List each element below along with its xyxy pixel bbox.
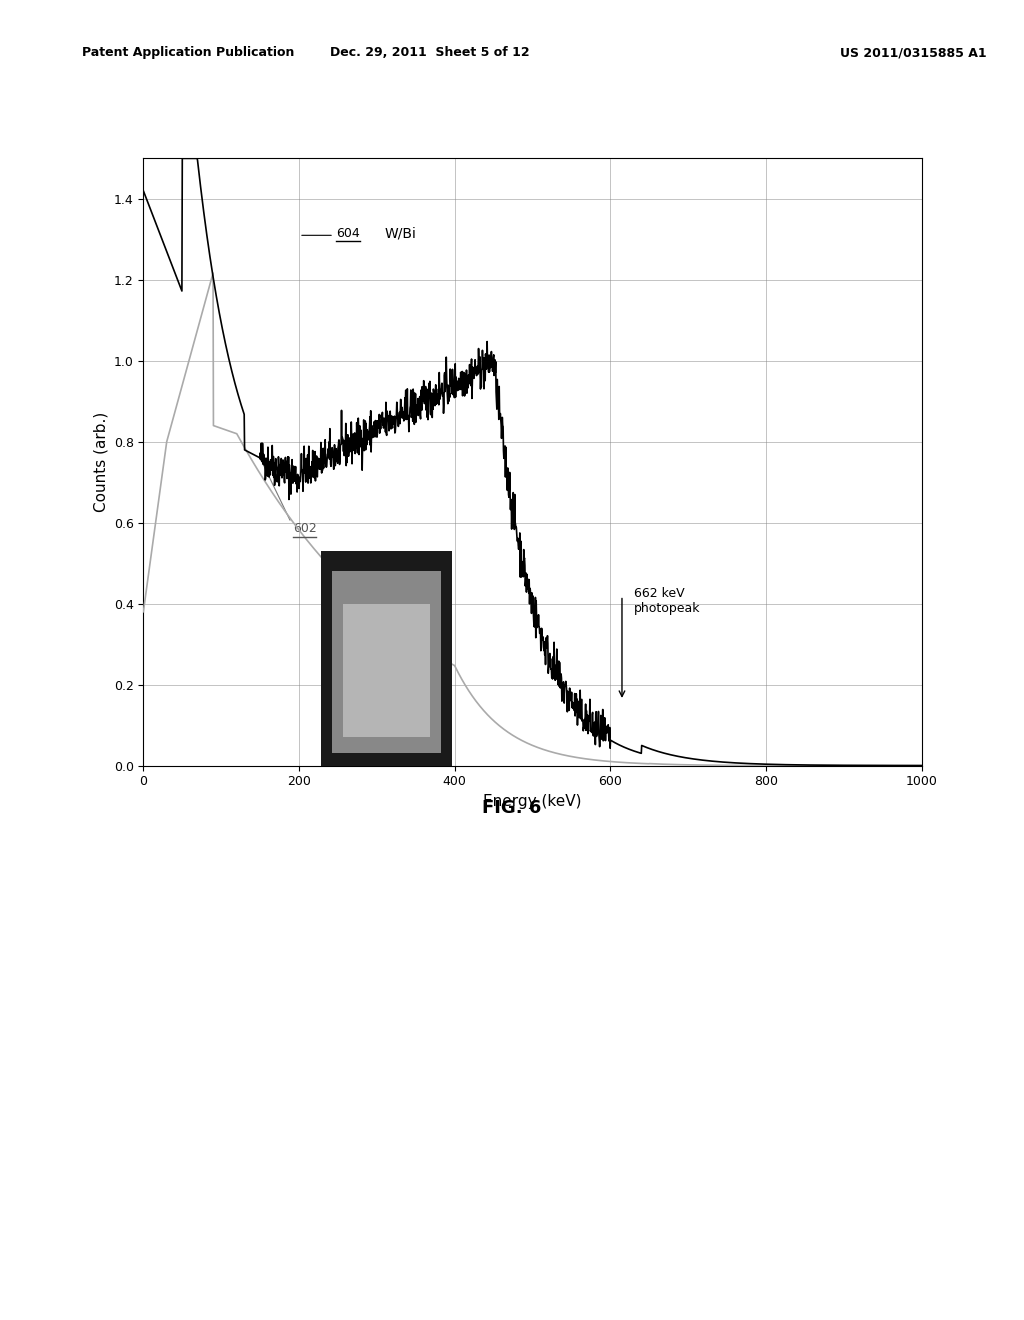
Bar: [343, 603, 430, 738]
Text: 604: 604: [336, 227, 360, 240]
Text: Dec. 29, 2011  Sheet 5 of 12: Dec. 29, 2011 Sheet 5 of 12: [331, 46, 529, 59]
Text: US 2011/0315885 A1: US 2011/0315885 A1: [840, 46, 986, 59]
Text: FIG. 6: FIG. 6: [482, 799, 542, 817]
Bar: [321, 550, 452, 766]
Y-axis label: Counts (arb.): Counts (arb.): [93, 412, 109, 512]
Text: W/Bi: W/Bi: [385, 226, 417, 240]
Bar: [332, 572, 440, 754]
X-axis label: Energy (keV): Energy (keV): [483, 793, 582, 809]
Text: 602: 602: [293, 523, 316, 536]
Text: 662 keV
photopeak: 662 keV photopeak: [634, 587, 700, 615]
Text: Patent Application Publication: Patent Application Publication: [82, 46, 294, 59]
